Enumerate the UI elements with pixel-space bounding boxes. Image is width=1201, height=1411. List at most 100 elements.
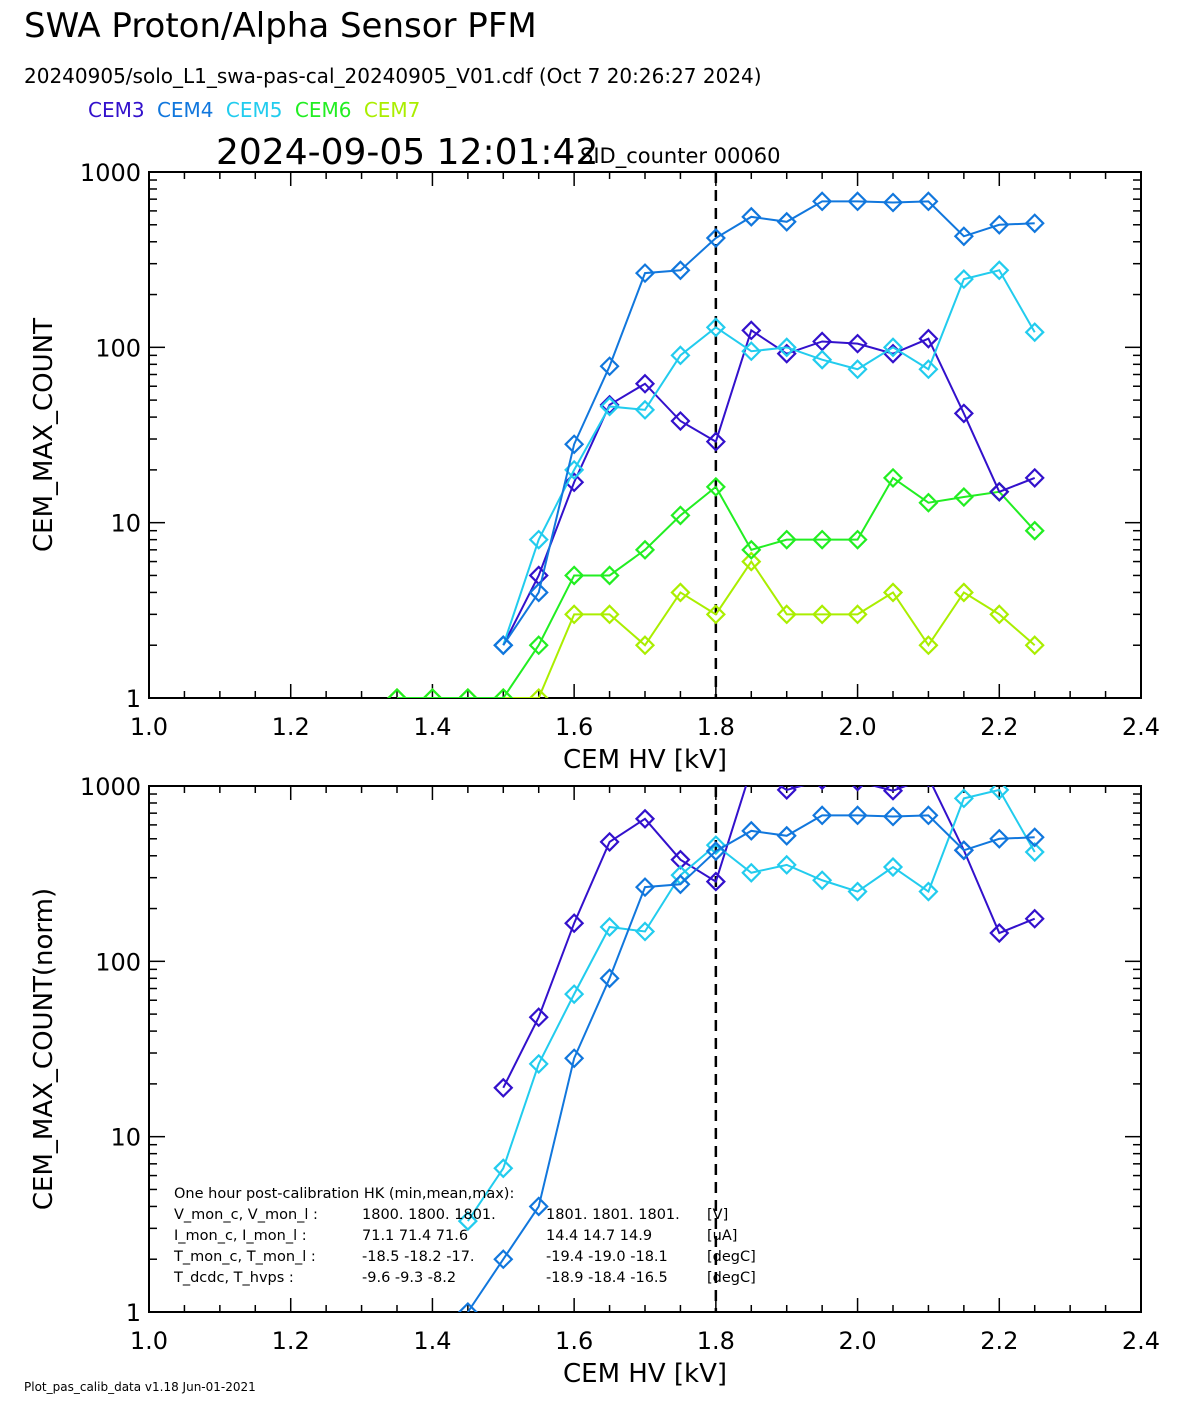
hk-row-l-values: -18.9 -18.4 -16.5 [546,1270,668,1286]
data-point-cem3 [817,786,827,791]
data-point-cem4 [634,263,656,284]
data-point-cem4 [528,582,549,603]
y-tick-label: 100 [95,948,141,976]
data-point-cem6 [953,486,974,508]
data-point-cem5 [634,921,656,942]
data-point-cem4 [989,828,1010,849]
data-point-cem3 [705,431,726,452]
data-point-cem5 [989,260,1010,281]
data-point-cem3 [776,786,797,800]
legend-entry-cem6: CEM6 [294,98,352,122]
data-point-cem4 [599,356,620,377]
x-tick-label: 1.0 [130,713,168,741]
data-point-cem4 [953,226,974,247]
data-point-cem4 [564,434,585,455]
data-point-cem3 [634,808,656,829]
data-point-cem4 [776,825,797,846]
data-point-cem3 [705,871,726,892]
x-tick-label: 1.2 [272,713,310,741]
data-point-cem4 [564,1048,585,1069]
x-tick-label: 2.4 [1122,713,1160,741]
data-point-cem3 [741,320,762,341]
hk-row-l-values: 14.4 14.7 14.9 [546,1228,652,1244]
data-point-cem3 [882,786,904,801]
data-point-cem3 [599,394,620,415]
data-point-cem5 [812,870,833,891]
hk-row-c-values: -18.5 -18.2 -17. [362,1249,475,1265]
x-tick-label: 1.4 [413,1327,451,1355]
data-point-cem5 [918,359,939,380]
data-point-cem6 [564,565,585,586]
series-line-cem4 [467,814,1035,1312]
x-tick-label: 1.6 [555,713,593,741]
hk-row-unit: [degC] [707,1249,756,1265]
data-point-cem7 [1024,635,1045,656]
data-point-cem7 [670,582,691,603]
series-line-cem4 [502,200,1035,646]
data-point-cem5 [741,862,762,883]
y-tick-label: 10 [110,510,141,538]
data-point-cem4 [812,805,833,826]
data-point-cem5 [847,359,868,380]
data-point-cem5 [670,345,691,366]
y-tick-label: 1 [126,685,141,713]
data-point-cem3 [918,328,939,349]
data-point-cem3 [847,333,868,354]
data-point-cem4 [882,192,904,213]
data-point-cem5 [989,786,1010,800]
data-point-cem5 [882,856,904,878]
data-point-cem6 [457,687,478,698]
x-tick-label: 2.4 [1122,1327,1160,1355]
data-point-cem5 [1024,842,1045,863]
data-point-cem5 [776,337,797,358]
data-point-cem5 [705,835,726,856]
series-line-cem5 [467,788,1036,1222]
series-group [457,761,1045,1312]
data-point-cem3 [743,761,760,778]
series-group [386,191,1045,698]
x-tick-label: 1.8 [697,1327,735,1355]
data-point-cem5 [457,1211,478,1232]
data-point-cem3 [1024,467,1045,488]
data-point-cem4 [670,874,691,895]
hk-row-label: T_mon_c, T_mon_l : [173,1249,316,1265]
x-axis-label: CEM HV [kV] [563,1359,727,1389]
data-point-cem4 [493,635,514,656]
hk-row-c-values: -9.6 -9.3 -8.2 [362,1270,456,1286]
data-point-cem7 [847,604,868,625]
data-point-cem4 [493,1249,514,1270]
data-point-cem6 [386,687,408,698]
data-point-cem6 [493,687,514,698]
data-point-cem6 [847,529,868,550]
hk-row-l-values: -19.4 -19.0 -18.1 [546,1249,668,1265]
y-axis-label: CEM_MAX_COUNT(norm) [29,888,59,1210]
data-point-cem7 [989,604,1010,625]
data-point-cem6 [422,687,443,698]
data-point-cem3 [1024,908,1045,929]
data-point-cem4 [882,806,904,827]
data-point-cem6 [528,635,549,656]
data-point-cem4 [918,191,939,212]
data-point-cem7 [564,604,585,625]
data-point-cem4 [741,206,762,227]
data-point-cem5 [599,916,620,938]
data-point-cem5 [776,854,797,875]
data-point-cem5 [493,1158,514,1179]
data-point-cem7 [776,604,797,625]
data-point-cem4 [1024,213,1045,234]
data-point-cem6 [812,529,833,550]
legend-entry-cem7: CEM7 [363,98,421,122]
data-point-cem3 [927,786,930,788]
x-tick-label: 1.8 [697,713,735,741]
series-line-cem3 [502,786,1036,1089]
data-point-cem7 [812,604,833,625]
series-line-cem5 [502,269,1036,646]
data-point-cem4 [705,228,726,249]
series-line-cem6 [397,476,1036,698]
data-point-cem7 [741,551,762,572]
y-tick-label: 1 [126,1299,141,1327]
hk-title: One hour post-calibration HK (min,mean,m… [174,1186,514,1202]
page-title: SWA Proton/Alpha Sensor PFM [24,6,537,46]
y-tick-label: 10 [110,1124,141,1152]
